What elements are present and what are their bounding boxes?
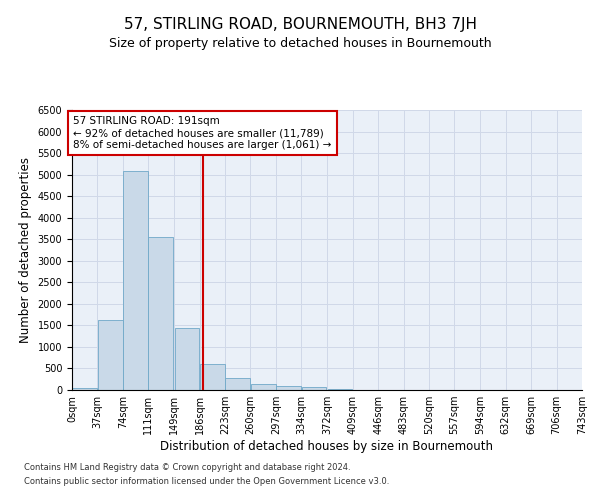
Bar xyxy=(98,320,122,390)
Text: 57 STIRLING ROAD: 191sqm
← 92% of detached houses are smaller (11,789)
8% of sem: 57 STIRLING ROAD: 191sqm ← 92% of detach… xyxy=(73,116,332,150)
Bar xyxy=(175,328,199,390)
Bar xyxy=(148,236,173,390)
Bar xyxy=(276,386,301,390)
Text: 57, STIRLING ROAD, BOURNEMOUTH, BH3 7JH: 57, STIRLING ROAD, BOURNEMOUTH, BH3 7JH xyxy=(124,18,476,32)
Bar xyxy=(251,384,275,390)
Bar xyxy=(123,171,148,390)
Bar xyxy=(302,387,326,390)
Bar xyxy=(200,364,225,390)
Y-axis label: Number of detached properties: Number of detached properties xyxy=(19,157,32,343)
Text: Contains HM Land Registry data © Crown copyright and database right 2024.: Contains HM Land Registry data © Crown c… xyxy=(24,464,350,472)
Bar xyxy=(72,388,97,390)
Bar xyxy=(226,378,250,390)
Bar xyxy=(328,389,352,390)
Text: Size of property relative to detached houses in Bournemouth: Size of property relative to detached ho… xyxy=(109,38,491,51)
X-axis label: Distribution of detached houses by size in Bournemouth: Distribution of detached houses by size … xyxy=(161,440,493,453)
Text: Contains public sector information licensed under the Open Government Licence v3: Contains public sector information licen… xyxy=(24,477,389,486)
